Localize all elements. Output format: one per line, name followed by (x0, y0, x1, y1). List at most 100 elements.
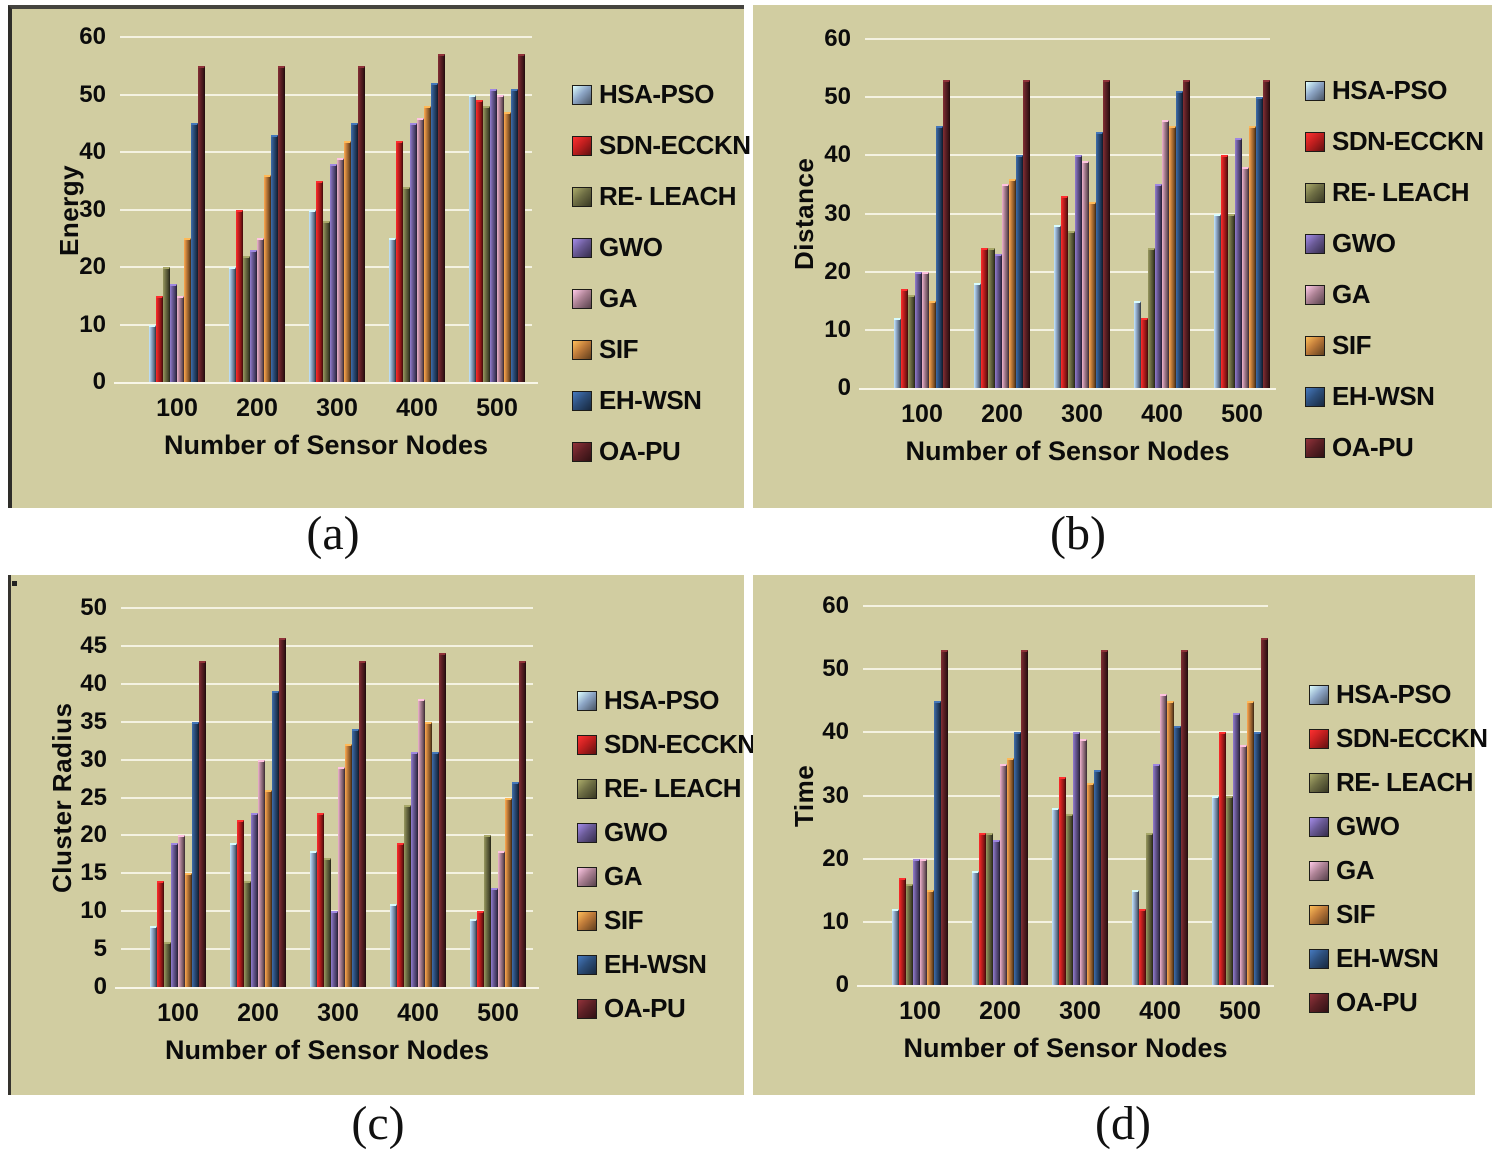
bar-SDN-ECCKN-100 (156, 295, 163, 382)
y-tick-label: 20 (80, 821, 107, 849)
gridline (863, 605, 1268, 607)
bar-GA-400 (418, 698, 425, 987)
bar-GWO-300 (1075, 155, 1082, 388)
legend-swatch-icon (1309, 728, 1329, 749)
y-tick-label: 50 (822, 655, 849, 683)
bar-SDN-ECCKN-500 (477, 911, 484, 987)
caption-b: (b) (1050, 507, 1106, 560)
bar-HSA-PSO-500 (469, 94, 476, 382)
legend-swatch-icon (1309, 860, 1329, 881)
bar-RE-LEACH-400 (1148, 248, 1155, 388)
bar-RE-LEACH-200 (988, 248, 995, 388)
bar-SIF-100 (184, 238, 191, 382)
y-tick-label: 5 (93, 935, 107, 963)
gridline (865, 154, 1270, 157)
bar-GWO-500 (490, 88, 497, 382)
panel-energy-chart: Energy Number of Sensor Nodes HSA-PSO SDN… (8, 5, 751, 508)
bar-SIF-400 (425, 721, 432, 987)
bar-HSA-PSO-200 (974, 283, 981, 388)
legend-label: GWO (599, 232, 663, 262)
bar-GWO-500 (1235, 137, 1242, 388)
x-tick-label: 400 (1139, 997, 1181, 1025)
legend-label: GWO (1332, 228, 1396, 258)
bar-GA-300 (1080, 738, 1087, 985)
bar-SDN-ECCKN-200 (237, 820, 244, 987)
legend-swatch-icon (577, 822, 597, 843)
legend-swatch-icon (577, 778, 597, 799)
x-axis-title-distance: Number of Sensor Nodes (905, 436, 1230, 466)
bar-GA-300 (1082, 161, 1089, 388)
y-tick-label: 30 (822, 781, 849, 809)
bar-SDN-ECCKN-400 (397, 842, 404, 987)
y-tick-label: 40 (80, 669, 107, 697)
legend-time: HSA-PSO SDN-ECCKN RE- LEACH GWO GA SIF EH-WSN O… (1309, 679, 1489, 1031)
bar-RE-LEACH-100 (906, 883, 913, 985)
legend-item-OA-PU: OA-PU (1305, 432, 1414, 463)
bar-SDN-ECCKN-300 (317, 812, 324, 987)
bar-SIF-500 (1249, 126, 1256, 388)
bar-RE-LEACH-400 (404, 805, 411, 987)
y-tick-label: 0 (93, 973, 107, 1000)
legend-swatch-icon (1305, 437, 1325, 458)
bar-OA-PU-300 (358, 65, 365, 382)
scan-artifact-dot (12, 581, 17, 586)
bar-OA-PU-400 (439, 653, 446, 987)
legend-label: SDN-ECCKN (604, 729, 756, 759)
legend-item-OA-PU: OA-PU (577, 993, 686, 1024)
bar-OA-PU-200 (1021, 650, 1028, 985)
legend-item-HSA-PSO: HSA-PSO (1305, 75, 1447, 106)
legend-item-HSA-PSO: HSA-PSO (1309, 679, 1451, 710)
legend-item-RE-LEACH: RE- LEACH (1309, 767, 1474, 798)
bar-GA-500 (497, 94, 504, 382)
x-axis-title-energy: Number of Sensor Nodes (163, 430, 489, 460)
bar-HSA-PSO-200 (230, 842, 237, 987)
legend-energy: HSA-PSO SDN-ECCKN RE- LEACH GWO GA SIF EH-WSN O… (572, 79, 752, 487)
bar-SIF-300 (345, 744, 352, 987)
legend-label: HSA-PSO (599, 79, 714, 109)
bar-GWO-100 (171, 842, 178, 987)
bar-SIF-100 (185, 873, 192, 987)
legend-item-EH-WSN: EH-WSN (1309, 943, 1439, 974)
bar-RE-LEACH-300 (324, 858, 331, 987)
bar-SIF-300 (344, 140, 351, 382)
bar-SIF-500 (504, 111, 511, 382)
bar-GA-200 (1000, 763, 1007, 985)
y-tick-label: 10 (822, 907, 849, 935)
bar-HSA-PSO-300 (309, 209, 316, 382)
bar-GA-500 (498, 850, 505, 987)
bar-SIF-400 (1169, 126, 1176, 388)
y-tick-label: 30 (80, 745, 107, 773)
legend-item-EH-WSN: EH-WSN (1305, 381, 1435, 412)
y-tick-label: 10 (80, 897, 107, 925)
bar-OA-PU-400 (1183, 79, 1190, 388)
bar-OA-PU-200 (279, 638, 286, 987)
legend-item-GWO: GWO (577, 817, 668, 848)
bar-OA-PU-300 (1103, 79, 1110, 388)
y-tick-label: 20 (822, 844, 849, 872)
bar-OA-PU-100 (199, 661, 206, 987)
bar-RE-LEACH-500 (1226, 795, 1233, 985)
gridline (865, 96, 1270, 99)
bar-SIF-200 (264, 175, 271, 382)
bar-RE-LEACH-200 (986, 833, 993, 985)
legend-item-SDN-ECCKN: SDN-ECCKN (577, 729, 756, 760)
bar-HSA-PSO-300 (1054, 225, 1061, 388)
bar-SIF-200 (1007, 757, 1014, 985)
legend-swatch-icon (572, 186, 592, 207)
bar-SIF-200 (1009, 178, 1016, 388)
legend-item-SDN-ECCKN: SDN-ECCKN (1305, 126, 1484, 157)
bar-EH-WSN-400 (1174, 726, 1181, 985)
legend-label: OA-PU (604, 993, 686, 1023)
y-tick-label: 0 (837, 374, 851, 401)
panel-cluster-radius-chart: Cluster Radius Number of Sensor Nodes HS… (8, 575, 756, 1095)
legend-item-EH-WSN: EH-WSN (577, 949, 707, 980)
bar-RE-LEACH-500 (1228, 213, 1235, 388)
legend-item-RE-LEACH: RE- LEACH (1305, 177, 1470, 208)
legend-label: SIF (599, 334, 638, 364)
legend-item-GA: GA (572, 283, 638, 314)
bar-OA-PU-500 (1261, 637, 1268, 985)
legend-label: EH-WSN (599, 385, 702, 415)
bar-EH-WSN-300 (351, 123, 358, 382)
bar-SDN-ECCKN-300 (1061, 196, 1068, 388)
